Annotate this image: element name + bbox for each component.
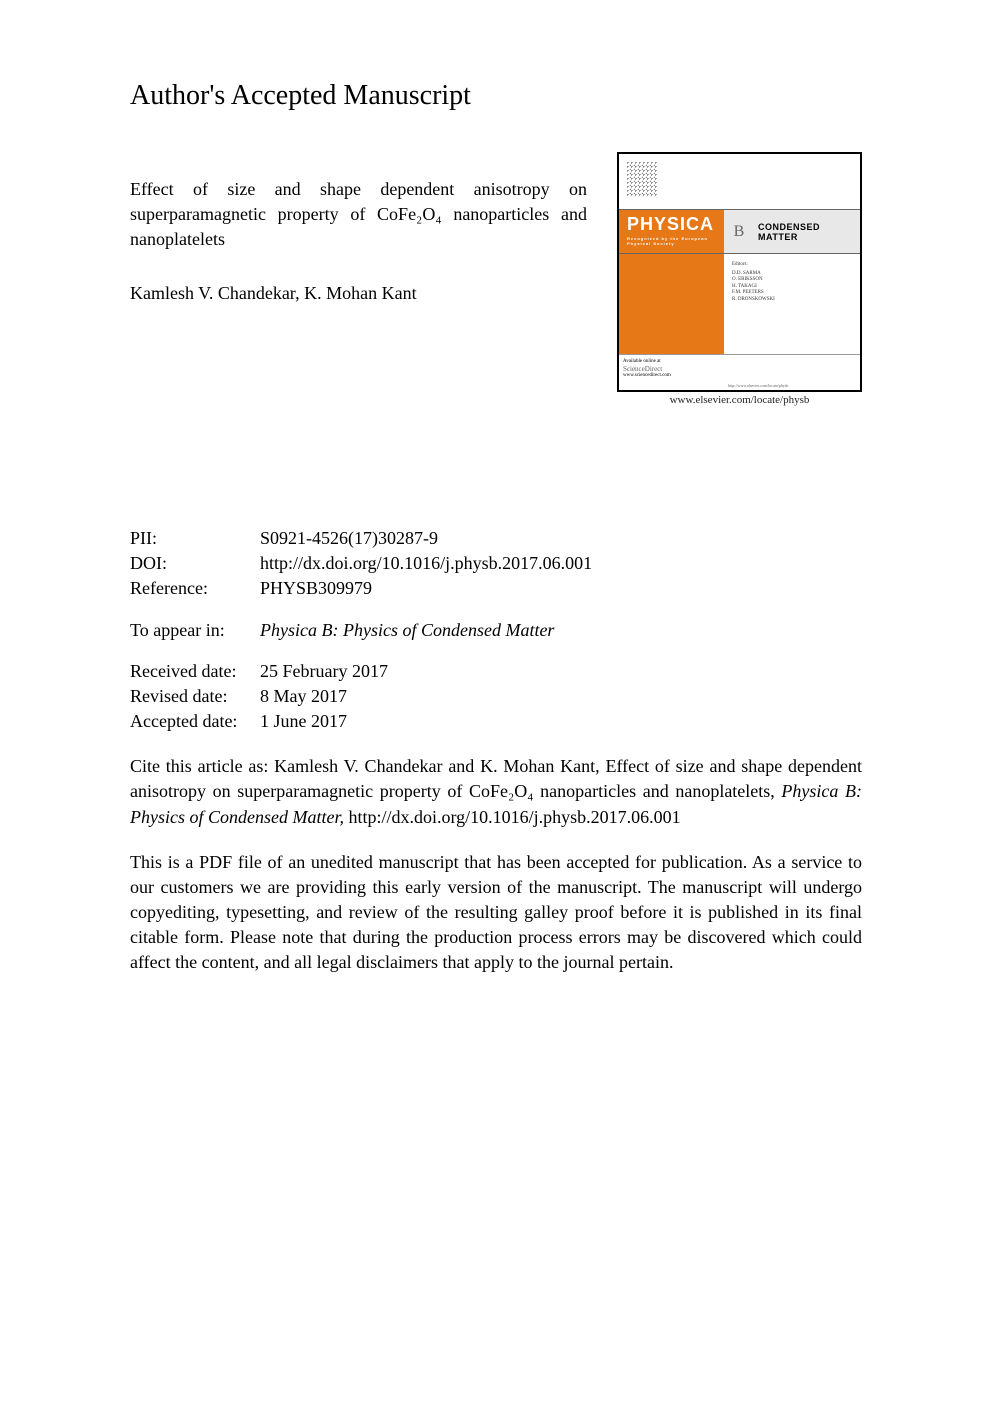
editors-title: Editors: [732, 262, 852, 269]
pii-value: S0921-4526(17)30287-9 [260, 526, 862, 551]
metadata-section: PII: S0921-4526(17)30287-9 DOI: http://d… [130, 526, 862, 602]
accepted-value: 1 June 2017 [260, 709, 862, 734]
cover-logo-area [619, 154, 860, 209]
article-info-column: Effect of size and shape dependent aniso… [130, 152, 587, 406]
physica-text: PHYSICA [627, 214, 714, 234]
cover-body: Editors: D.D. SARMA O. ERIKSSON H. TAKAG… [619, 254, 860, 354]
editors-list: D.D. SARMA O. ERIKSSON H. TAKAGI F.M. PE… [732, 271, 852, 304]
ref-row: Reference: PHYSB309979 [130, 576, 862, 601]
page-title: Author's Accepted Manuscript [130, 80, 862, 112]
received-label: Received date: [130, 659, 260, 684]
citation-section: Cite this article as: Kamlesh V. Chandek… [130, 754, 862, 830]
doi-value: http://dx.doi.org/10.1016/j.physb.2017.0… [260, 551, 862, 576]
appear-value: Physica B: Physics of Condensed Matter [260, 620, 862, 641]
citation-prefix: Cite this article as: Kamlesh V. Chandek… [130, 756, 862, 801]
disclaimer-section: This is a PDF file of an unedited manusc… [130, 850, 862, 976]
appear-label: To appear in: [130, 620, 260, 641]
top-section: Effect of size and shape dependent aniso… [130, 152, 862, 406]
cover-physica-label: PHYSICA Recognized by the European Physi… [619, 210, 724, 253]
cover-body-orange [619, 254, 724, 354]
sd-url: www.sciencedirect.com [623, 373, 720, 379]
cover-editors: Editors: D.D. SARMA O. ERIKSSON H. TAKAG… [724, 254, 860, 354]
appear-section: To appear in: Physica B: Physics of Cond… [130, 620, 862, 641]
article-title: Effect of size and shape dependent aniso… [130, 177, 587, 253]
cover-box: PHYSICA Recognized by the European Physi… [617, 152, 862, 392]
cover-footer: Available online at ScienceDirect www.sc… [619, 354, 860, 392]
pii-label: PII: [130, 526, 260, 551]
cover-title-row: PHYSICA Recognized by the European Physi… [619, 209, 860, 254]
doi-row: DOI: http://dx.doi.org/10.1016/j.physb.2… [130, 551, 862, 576]
revised-label: Revised date: [130, 684, 260, 709]
cover-url: www.elsevier.com/locate/physb [617, 394, 862, 406]
physica-subtitle: Recognized by the European Physical Soci… [627, 236, 716, 246]
cover-condensed-label: CONDENSED MATTER [754, 210, 860, 253]
pii-row: PII: S0921-4526(17)30287-9 [130, 526, 862, 551]
sciencedirect-label: ScienceDirect [623, 365, 720, 373]
citation-doi: http://dx.doi.org/10.1016/j.physb.2017.0… [344, 807, 681, 827]
article-authors: Kamlesh V. Chandekar, K. Mohan Kant [130, 283, 587, 304]
accepted-label: Accepted date: [130, 709, 260, 734]
received-row: Received date: 25 February 2017 [130, 659, 862, 684]
cover-footer-right: http://www.elsevier.com/locate/physb [724, 355, 860, 392]
ref-label: Reference: [130, 576, 260, 601]
elsevier-logo-icon [627, 162, 657, 197]
revised-value: 8 May 2017 [260, 684, 862, 709]
received-value: 25 February 2017 [260, 659, 862, 684]
revised-row: Revised date: 8 May 2017 [130, 684, 862, 709]
doi-label: DOI: [130, 551, 260, 576]
accepted-row: Accepted date: 1 June 2017 [130, 709, 862, 734]
dates-section: Received date: 25 February 2017 Revised … [130, 659, 862, 735]
journal-cover: PHYSICA Recognized by the European Physi… [617, 152, 862, 406]
cover-b-label: B [724, 210, 754, 253]
cover-footer-left: Available online at ScienceDirect www.sc… [619, 355, 724, 392]
ref-value: PHYSB309979 [260, 576, 862, 601]
